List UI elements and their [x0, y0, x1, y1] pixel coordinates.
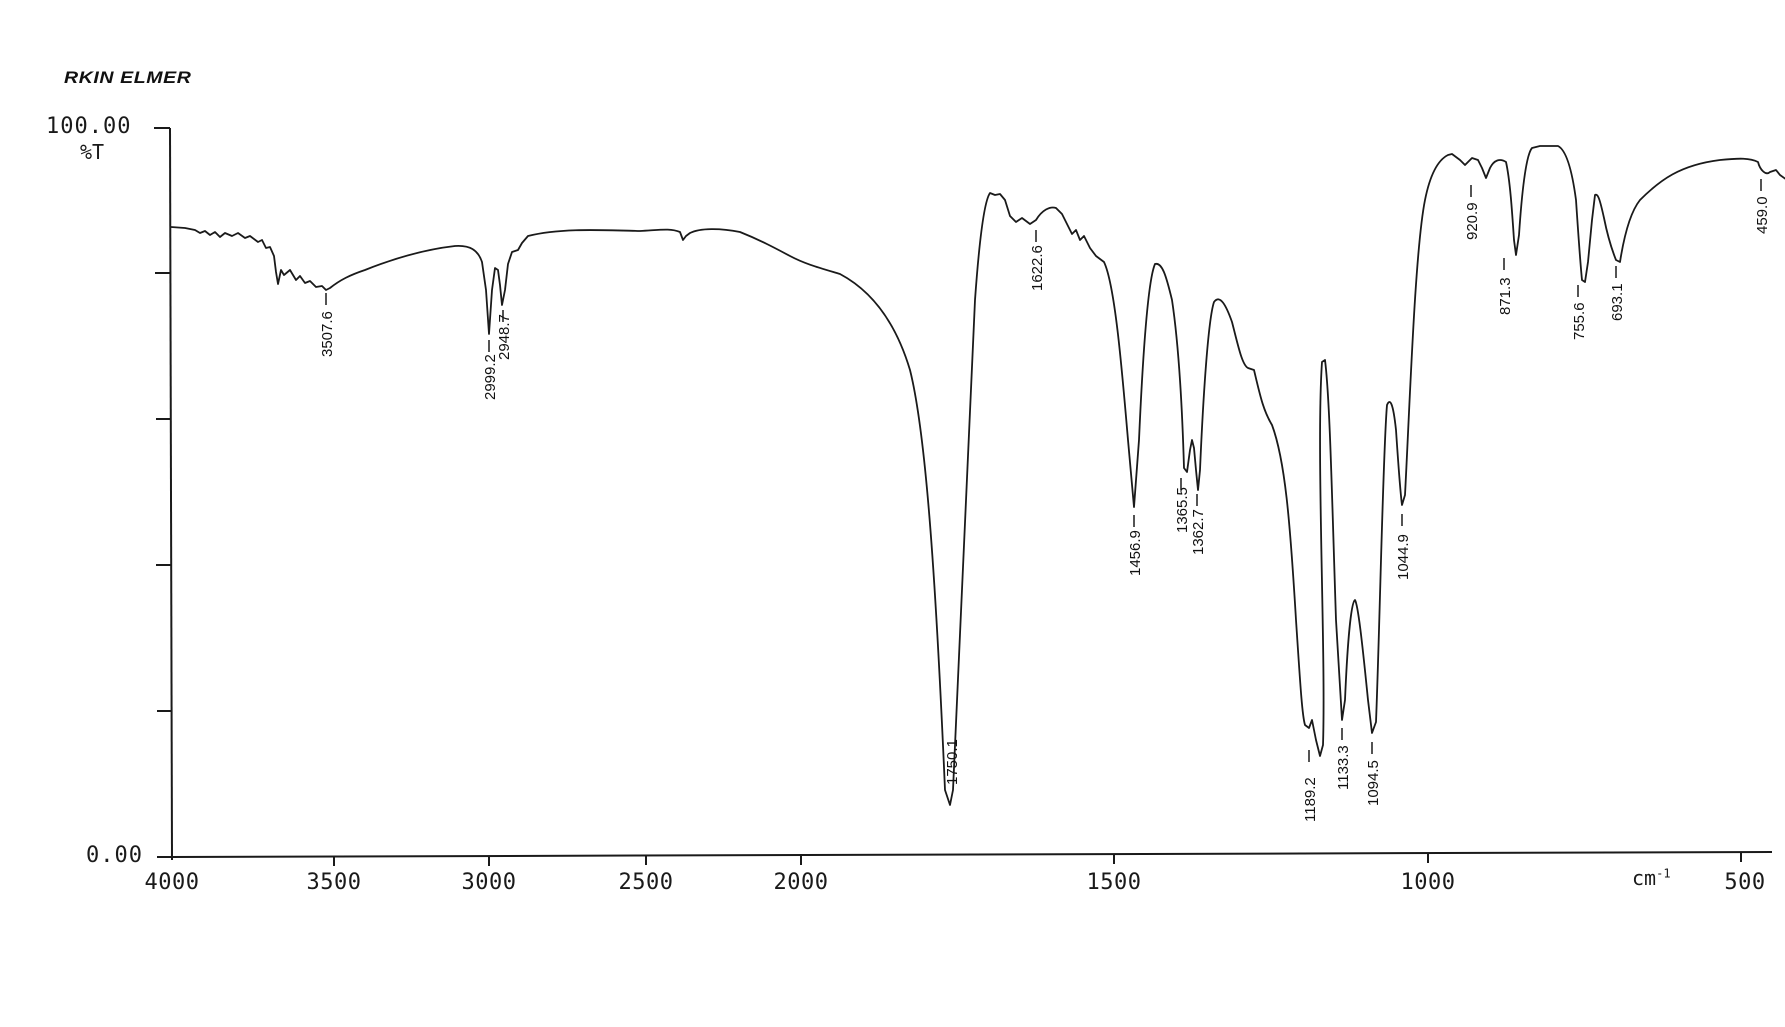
axes	[154, 127, 1773, 866]
peak-annotations: 3507.6 2999.2 2948.7 1750.1 1622.6 1456.…	[319, 179, 1771, 822]
peak-3507-6: 3507.6	[319, 293, 336, 357]
x-tick-2000: 2000	[773, 870, 829, 895]
x-tick-3000: 3000	[461, 870, 517, 895]
svg-text:1094.5: 1094.5	[1365, 760, 1382, 806]
peak-1622-6: 1622.6	[1029, 230, 1046, 291]
x-axis-unit: cm-1	[1632, 866, 1671, 890]
y-axis-min-label: 0.00	[86, 843, 143, 868]
peak-1189-2: 1189.2	[1302, 750, 1319, 822]
peak-1456-9: 1456.9	[1127, 515, 1144, 576]
peak-1133-3: 1133.3	[1335, 728, 1352, 790]
svg-text:459.0: 459.0	[1754, 196, 1771, 234]
svg-text:920.9: 920.9	[1464, 202, 1481, 240]
svg-text:1750.1: 1750.1	[944, 739, 961, 785]
x-tick-3500: 3500	[306, 870, 362, 895]
peak-755-6: 755.6	[1571, 285, 1588, 340]
y-axis-max-label: 100.00	[46, 114, 132, 139]
peak-1362-7: 1362.7	[1190, 494, 1207, 555]
x-tick-500: 500	[1724, 870, 1766, 895]
peak-871-3: 871.3	[1497, 258, 1514, 315]
svg-text:755.6: 755.6	[1571, 302, 1588, 340]
peak-2999-2: 2999.2	[482, 340, 499, 400]
x-tick-2500: 2500	[618, 870, 674, 895]
spectrum-line	[170, 145, 1785, 806]
svg-text:1456.9: 1456.9	[1127, 530, 1144, 576]
svg-text:1133.3: 1133.3	[1335, 745, 1352, 790]
peak-693-1: 693.1	[1609, 266, 1626, 321]
peak-1750-1: 1750.1	[944, 739, 961, 785]
peak-459-0: 459.0	[1754, 179, 1771, 234]
svg-text:1362.7: 1362.7	[1190, 509, 1207, 555]
peak-1044-9: 1044.9	[1395, 514, 1412, 580]
brand-logo-text: RKIN ELMER	[64, 68, 192, 87]
x-tick-1000: 1000	[1400, 870, 1456, 895]
svg-text:871.3: 871.3	[1497, 277, 1514, 315]
x-tick-1500: 1500	[1086, 870, 1142, 895]
svg-text:1622.6: 1622.6	[1029, 245, 1046, 291]
svg-text:2999.2: 2999.2	[482, 354, 499, 400]
y-axis-unit: %T	[80, 140, 105, 164]
svg-text:1365.5: 1365.5	[1174, 487, 1191, 533]
peak-2948-7: 2948.7	[496, 310, 513, 360]
x-tick-4000: 4000	[144, 870, 200, 895]
svg-text:3507.6: 3507.6	[319, 311, 336, 357]
peak-1094-5: 1094.5	[1365, 742, 1382, 806]
svg-text:693.1: 693.1	[1609, 283, 1626, 321]
y-axis-line	[169, 127, 173, 861]
svg-text:1189.2: 1189.2	[1302, 777, 1319, 822]
svg-text:2948.7: 2948.7	[496, 314, 513, 360]
peak-920-9: 920.9	[1464, 185, 1481, 240]
x-axis-line	[170, 851, 1773, 858]
peak-1365-5: 1365.5	[1174, 478, 1191, 533]
svg-text:1044.9: 1044.9	[1395, 534, 1412, 580]
